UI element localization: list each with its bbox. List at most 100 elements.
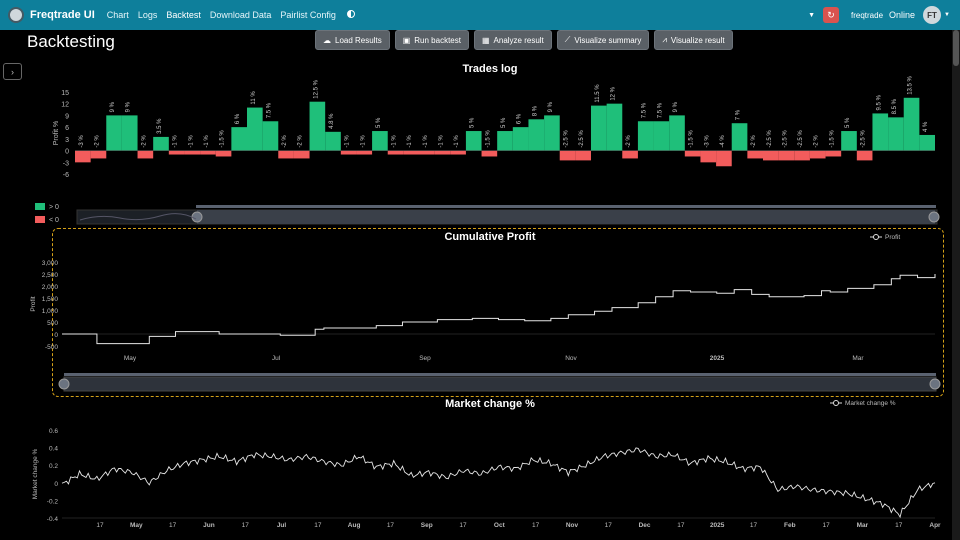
y-axis-label: Market change %: [32, 448, 39, 499]
trades-log-title: Trades log: [462, 63, 518, 75]
top-navbar: Freqtrade UI Chart Logs Backtest Downloa…: [0, 0, 960, 30]
bar: [778, 150, 795, 161]
user-avatar[interactable]: FT: [923, 6, 942, 24]
refresh-button[interactable]: ↻: [823, 7, 839, 23]
table-icon: ▦: [481, 35, 490, 45]
bar: [356, 150, 373, 155]
bar: [763, 150, 779, 161]
bar-label: 11.5 %: [595, 84, 601, 103]
bar: [75, 150, 91, 163]
bar: [309, 101, 326, 151]
nav-link-pairlist-config[interactable]: Pairlist Config: [280, 10, 336, 20]
bar-label: 8.5 %: [892, 98, 898, 114]
freqtrade-logo-icon: [8, 7, 24, 23]
bar-label: 8 %: [532, 105, 538, 116]
bar: [293, 150, 310, 159]
x-tick-label: Apr: [929, 522, 941, 529]
visualize-result-label: Visualize result: [670, 35, 725, 45]
bar: [231, 127, 247, 151]
bar: [153, 136, 169, 151]
y-tick-label: 0.2: [49, 463, 58, 470]
bar: [856, 150, 873, 161]
market-change-title: Market change %: [445, 398, 535, 410]
x-tick-label: Jun: [203, 522, 215, 529]
bar: [622, 150, 638, 159]
load-results-button[interactable]: ☁ Load Results: [315, 30, 390, 50]
x-tick-label: 17: [895, 522, 903, 529]
page-scrollbar[interactable]: [952, 30, 960, 540]
bar-label: -2 %: [751, 135, 757, 148]
cumulative-profit-panel: [52, 228, 944, 397]
nav-link-backtest[interactable]: Backtest: [166, 10, 201, 20]
legend-profit-marker: [873, 234, 879, 240]
x-tick-label: Mar: [857, 522, 869, 529]
x-tick-label: 17: [605, 522, 613, 529]
bar-label: 11 %: [251, 91, 257, 105]
theme-toggle-icon[interactable]: [346, 10, 355, 18]
bar: [262, 121, 279, 151]
bar-label: 4 %: [923, 121, 929, 132]
nav-right: ▼ ↻ freqtrade Online FT ▼: [808, 0, 950, 30]
bar: [419, 150, 435, 155]
bar-label: 9 %: [673, 101, 679, 112]
cumulative-profit-chart: 3,000 2,500 2,000 1,500 1,000 500 0 -500 Profit M…: [30, 234, 941, 392]
bar-label: -1 %: [345, 135, 351, 148]
bar: [794, 150, 810, 161]
chevron-down-icon[interactable]: ▼: [808, 11, 815, 19]
bar-label: -4 %: [720, 135, 726, 148]
bar: [700, 150, 717, 163]
nav-link-logs[interactable]: Logs: [137, 10, 158, 20]
bar-label: 12.5 %: [313, 79, 319, 98]
load-results-label: Load Results: [335, 35, 382, 45]
page-scrollbar-thumb[interactable]: [953, 30, 959, 66]
x-tick-label: 17: [822, 522, 830, 529]
avatar-chevron-down-icon[interactable]: ▼: [944, 12, 950, 18]
zoom-slider-selection: [197, 210, 935, 224]
brand[interactable]: Freqtrade UI: [8, 7, 95, 23]
bar-label: 5 %: [501, 117, 507, 128]
bar-label: -3 %: [704, 135, 710, 148]
nav-link-chart[interactable]: Chart: [106, 10, 129, 20]
bar-label: 12 %: [610, 86, 616, 100]
zoom-handle-left: [58, 378, 70, 390]
x-tick-label: Nov: [565, 355, 577, 362]
y-tick-label: 0: [54, 332, 58, 339]
y-tick-label: 0: [54, 481, 58, 488]
bar-label: 9.5 %: [876, 94, 882, 110]
bar-label: -1 %: [204, 135, 210, 148]
x-tick-label: Nov: [566, 522, 579, 529]
nav-link-download-data[interactable]: Download Data: [209, 10, 272, 20]
run-backtest-button[interactable]: ▣ Run backtest: [394, 30, 469, 50]
y-tick-label: -0.2: [47, 498, 59, 505]
visualize-result-button[interactable]: ⩘ Visualize result: [654, 30, 733, 50]
sidebar-toggle-button[interactable]: ›: [3, 63, 22, 80]
zoom-preview-line: [79, 213, 197, 221]
bar-label: -2.5 %: [579, 130, 585, 148]
y-tick-label: -0.4: [47, 516, 59, 523]
bar-label: 6 %: [517, 113, 523, 124]
bar: [809, 150, 826, 159]
x-tick-label: Oct: [494, 522, 506, 529]
analyze-result-button[interactable]: ▦ Analyze result: [473, 30, 552, 50]
bar-label: 9 %: [110, 101, 116, 112]
bar: [716, 150, 732, 167]
bar: [684, 150, 701, 157]
bar: [450, 150, 466, 155]
legend-negative-swatch: [35, 216, 45, 223]
y-tick-label: 3: [65, 137, 69, 144]
visualize-summary-button[interactable]: ⟋ Visualize summary: [556, 30, 650, 50]
bar: [591, 105, 607, 151]
bar-label: 6 %: [235, 113, 241, 124]
x-tick-label: 17: [459, 522, 467, 529]
bar-label: 5 %: [470, 117, 476, 128]
bar-label: -1 %: [423, 135, 429, 148]
y-tick-label: 9: [65, 113, 69, 120]
trades-log-chart: 15 12 9 6 3 0 -3 -6 Profit % -3 % -2 % 9 % 9 % -2 % 3.…: [35, 75, 940, 225]
bar: [403, 150, 419, 155]
bar-label: -1.5 %: [689, 130, 695, 148]
bar: [184, 150, 201, 155]
legend-negative-label: < 0: [49, 217, 59, 224]
bar: [200, 150, 216, 155]
y-tick-label: -500: [45, 344, 58, 351]
